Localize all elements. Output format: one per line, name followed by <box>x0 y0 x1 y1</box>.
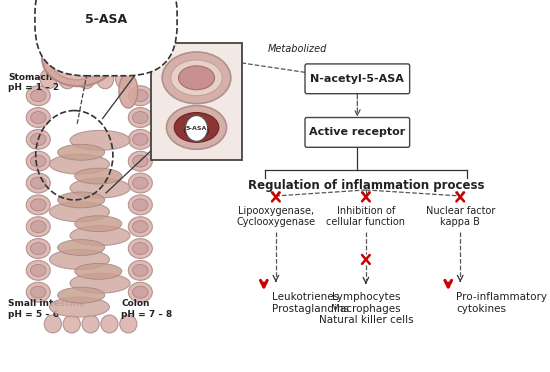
Text: Lipooxygenase,
Cyclooxygenase: Lipooxygenase, Cyclooxygenase <box>236 206 315 227</box>
Ellipse shape <box>128 195 152 215</box>
Ellipse shape <box>133 155 148 167</box>
Ellipse shape <box>82 315 99 333</box>
Text: Regulation of inflammation process: Regulation of inflammation process <box>248 179 484 192</box>
Ellipse shape <box>31 112 46 124</box>
Ellipse shape <box>63 315 80 333</box>
Ellipse shape <box>174 113 219 142</box>
Ellipse shape <box>31 243 46 254</box>
Ellipse shape <box>26 238 50 259</box>
Ellipse shape <box>44 315 62 333</box>
Ellipse shape <box>31 155 46 167</box>
Ellipse shape <box>133 264 148 276</box>
Text: N-acetyl-5-ASA: N-acetyl-5-ASA <box>310 74 404 84</box>
Ellipse shape <box>42 32 115 86</box>
Ellipse shape <box>26 282 50 302</box>
Ellipse shape <box>128 173 152 193</box>
Ellipse shape <box>70 178 130 198</box>
Ellipse shape <box>26 173 50 193</box>
Ellipse shape <box>31 264 46 276</box>
Text: 5-ASA: 5-ASA <box>85 13 127 26</box>
Ellipse shape <box>133 286 148 298</box>
Ellipse shape <box>101 315 118 333</box>
Ellipse shape <box>133 221 148 232</box>
Ellipse shape <box>59 69 76 89</box>
Ellipse shape <box>26 108 50 128</box>
Ellipse shape <box>119 73 138 108</box>
Ellipse shape <box>133 112 148 124</box>
Ellipse shape <box>128 238 152 259</box>
Ellipse shape <box>75 216 122 232</box>
Ellipse shape <box>128 129 152 149</box>
Ellipse shape <box>50 250 109 269</box>
Ellipse shape <box>31 90 46 102</box>
Ellipse shape <box>184 122 208 140</box>
Ellipse shape <box>58 240 104 256</box>
Ellipse shape <box>133 90 148 102</box>
Ellipse shape <box>40 69 57 89</box>
Ellipse shape <box>128 108 152 128</box>
Ellipse shape <box>128 151 152 171</box>
Ellipse shape <box>50 154 109 174</box>
Ellipse shape <box>78 69 95 89</box>
Ellipse shape <box>70 226 130 246</box>
Ellipse shape <box>26 129 50 149</box>
Text: Stomach
pH = 1 – 2: Stomach pH = 1 – 2 <box>8 73 59 92</box>
Ellipse shape <box>171 60 222 96</box>
Text: Nuclear factor
kappa B: Nuclear factor kappa B <box>426 206 495 227</box>
Ellipse shape <box>116 69 133 89</box>
Text: Active receptor: Active receptor <box>309 127 405 137</box>
Ellipse shape <box>26 195 50 215</box>
Ellipse shape <box>58 287 104 303</box>
Text: Lymphocytes
Macrophages
Natural killer cells: Lymphocytes Macrophages Natural killer c… <box>318 292 413 326</box>
Ellipse shape <box>26 151 50 171</box>
Ellipse shape <box>31 177 46 189</box>
Ellipse shape <box>133 199 148 211</box>
Ellipse shape <box>128 217 152 237</box>
Ellipse shape <box>31 199 46 211</box>
Circle shape <box>185 116 208 141</box>
Ellipse shape <box>70 273 130 293</box>
FancyBboxPatch shape <box>305 118 410 147</box>
Ellipse shape <box>162 52 231 104</box>
Ellipse shape <box>128 282 152 302</box>
Ellipse shape <box>128 86 152 106</box>
Ellipse shape <box>58 144 104 160</box>
Ellipse shape <box>120 315 137 333</box>
Ellipse shape <box>75 168 122 184</box>
Text: Small intestine
pH = 5 – 6: Small intestine pH = 5 – 6 <box>8 299 85 318</box>
Text: Leukotrienes
Prostaglandins: Leukotrienes Prostaglandins <box>272 292 349 314</box>
Ellipse shape <box>133 243 148 254</box>
FancyBboxPatch shape <box>98 14 112 48</box>
Ellipse shape <box>31 286 46 298</box>
Ellipse shape <box>31 221 46 232</box>
Text: Pro-inflammatory
cytokines: Pro-inflammatory cytokines <box>456 292 547 314</box>
Ellipse shape <box>64 51 97 75</box>
Text: Metabolized: Metabolized <box>267 44 327 54</box>
Ellipse shape <box>70 131 130 150</box>
Ellipse shape <box>51 42 103 80</box>
Ellipse shape <box>97 69 114 89</box>
Ellipse shape <box>50 202 109 222</box>
Text: Colon
pH = 7 – 8: Colon pH = 7 – 8 <box>122 299 173 318</box>
Ellipse shape <box>75 263 122 279</box>
Ellipse shape <box>26 217 50 237</box>
FancyBboxPatch shape <box>151 43 241 160</box>
Text: Inhibition of
cellular function: Inhibition of cellular function <box>326 206 405 227</box>
FancyBboxPatch shape <box>305 64 410 94</box>
Ellipse shape <box>133 177 148 189</box>
Ellipse shape <box>179 66 214 90</box>
Ellipse shape <box>128 260 152 280</box>
Ellipse shape <box>50 297 109 317</box>
Ellipse shape <box>58 192 104 208</box>
Ellipse shape <box>26 260 50 280</box>
Ellipse shape <box>167 106 227 149</box>
Ellipse shape <box>133 134 148 145</box>
Text: 5-ASA: 5-ASA <box>186 126 207 131</box>
Ellipse shape <box>31 134 46 145</box>
Ellipse shape <box>26 86 50 106</box>
